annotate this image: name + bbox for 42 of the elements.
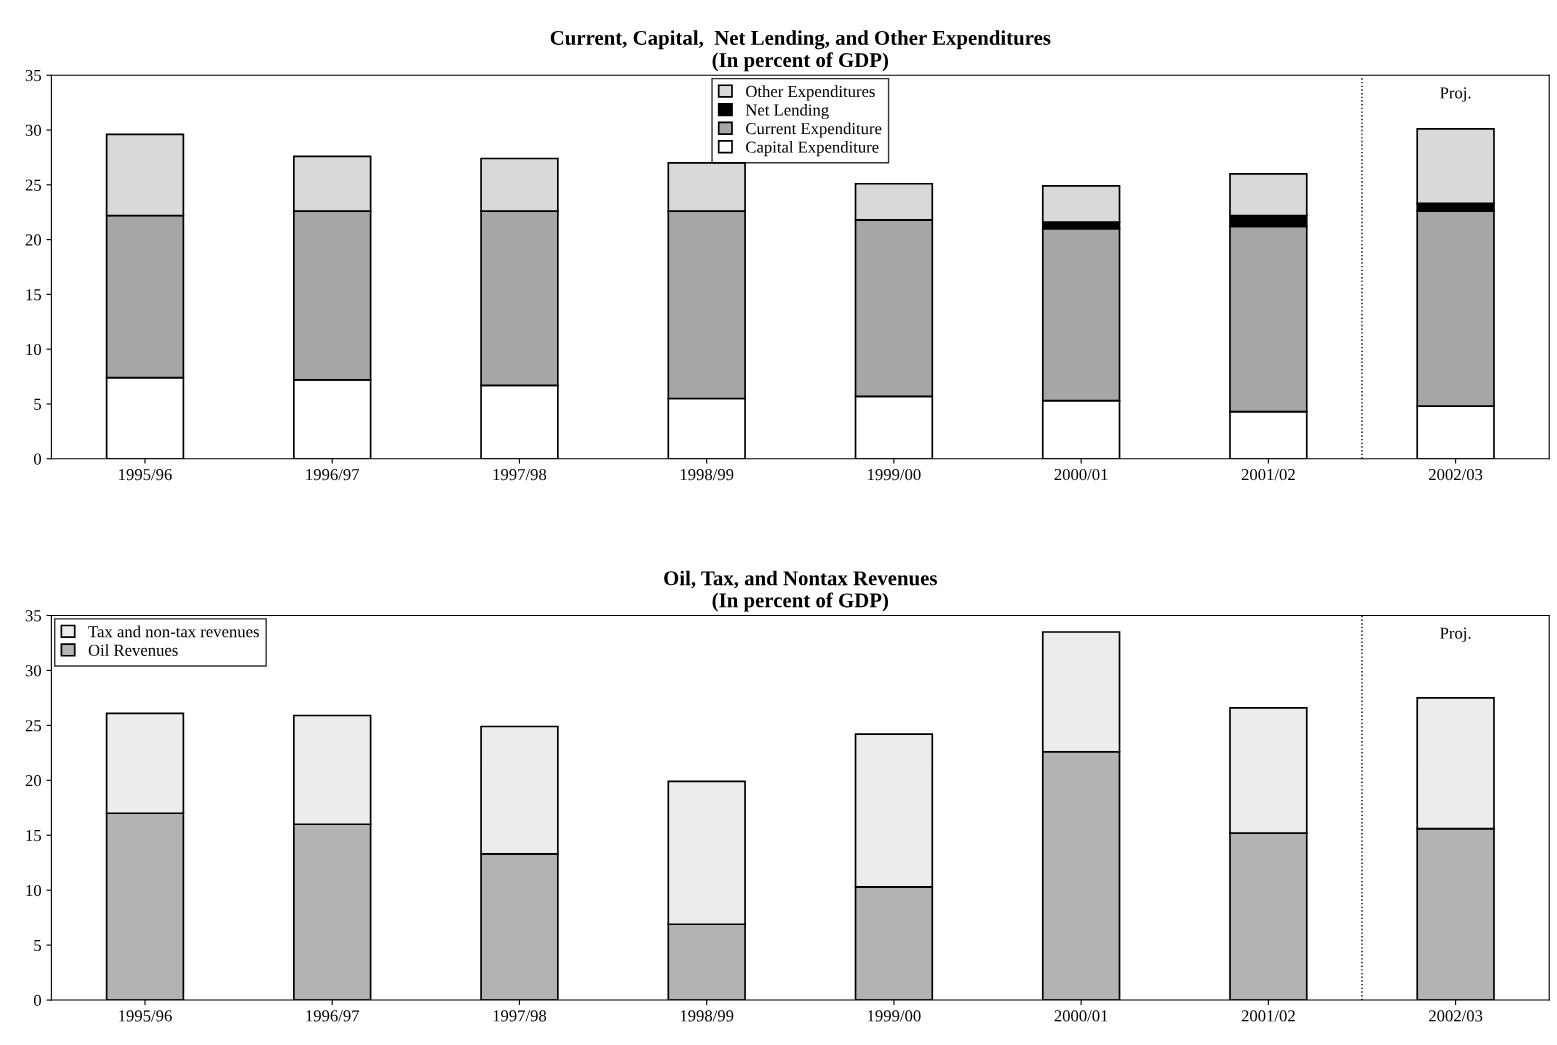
y-tick-label: 15 xyxy=(26,289,42,301)
x-tick-label: 2002/03 xyxy=(1429,1010,1483,1022)
x-tick-label: 1997/98 xyxy=(493,468,547,481)
x-tick-label: 1996/97 xyxy=(306,1010,360,1022)
y-tick-label: 25 xyxy=(25,179,42,191)
y-tick-label: 35 xyxy=(25,610,42,622)
annotation: Proj. xyxy=(1440,87,1471,102)
legend-label: Current Expenditure xyxy=(746,122,882,138)
y-tick-label: 25 xyxy=(25,720,42,732)
legend-label: Capital Expenditure xyxy=(746,141,879,157)
legend-label: Tax and non-tax revenues xyxy=(88,625,259,638)
legend-label: Oil Revenues xyxy=(88,644,178,656)
annotation: Proj. xyxy=(1440,627,1471,643)
x-tick-label: 2000/01 xyxy=(1054,468,1108,481)
y-tick-label: 35 xyxy=(25,69,42,82)
y-tick-label: 0 xyxy=(33,453,42,465)
y-tick-label: 20 xyxy=(25,775,42,787)
y-tick-label: 10 xyxy=(26,343,42,356)
x-tick-label: 1998/99 xyxy=(680,1010,734,1022)
y-tick-label: 5 xyxy=(34,940,42,952)
x-tick-label: 1997/98 xyxy=(493,1010,547,1022)
y-tick-label: 15 xyxy=(26,830,42,842)
y-tick-label: 0 xyxy=(33,994,42,1007)
y-tick-label: 10 xyxy=(26,884,42,897)
x-tick-label: 1995/96 xyxy=(119,1010,172,1022)
y-tick-label: 5 xyxy=(34,398,42,410)
x-tick-label: 1998/99 xyxy=(680,468,734,481)
x-tick-label: 2000/01 xyxy=(1054,1010,1108,1022)
x-tick-label: 2001/02 xyxy=(1241,1010,1295,1022)
y-tick-label: 20 xyxy=(25,234,42,246)
x-tick-label: 1999/00 xyxy=(868,468,921,481)
legend-label: Other Expenditures xyxy=(746,85,875,101)
chart-title: Current, Capital, Net Lending, and Other Expenditures (In percent of GDP) xyxy=(550,30,1051,72)
x-tick-label: 2002/03 xyxy=(1429,468,1483,481)
y-tick-label: 30 xyxy=(25,124,42,136)
x-tick-label: 1999/00 xyxy=(868,1010,921,1022)
y-tick-label: 30 xyxy=(25,665,42,677)
x-tick-label: 1995/96 xyxy=(119,469,172,481)
chart-title: Oil, Tax, and Nontax Revenues (In percent of GDP) xyxy=(664,570,937,612)
x-tick-label: 1996/97 xyxy=(306,469,360,481)
x-tick-label: 2001/02 xyxy=(1241,468,1295,481)
legend-label: Net Lending xyxy=(745,103,829,120)
